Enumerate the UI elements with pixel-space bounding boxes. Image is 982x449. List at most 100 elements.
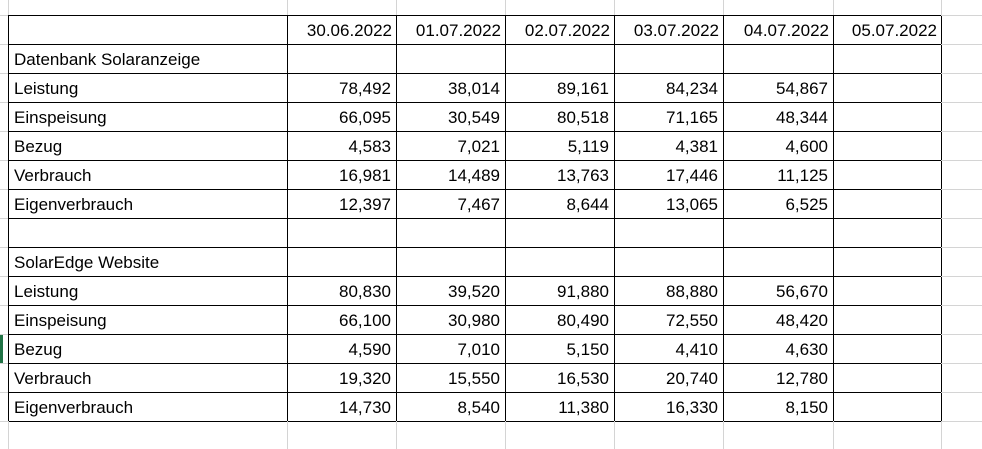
value-cell[interactable]: 8,540 [396,392,506,422]
column-header-cell[interactable]: 03.07.2022 [614,15,724,45]
empty-cell[interactable] [833,160,942,190]
empty-cell[interactable] [833,276,942,306]
value-cell[interactable]: 91,880 [505,276,615,306]
value-cell[interactable]: 78,492 [287,73,397,103]
corner-header-cell[interactable] [8,15,288,45]
row-label-cell[interactable]: Einspeisung [8,305,288,335]
empty-cell[interactable] [396,44,506,74]
value-cell[interactable]: 30,549 [396,102,506,132]
value-cell[interactable]: 19,320 [287,363,397,393]
value-cell[interactable]: 56,670 [723,276,834,306]
value-cell[interactable]: 38,014 [396,73,506,103]
empty-cell[interactable] [614,247,724,277]
value-cell[interactable]: 6,525 [723,189,834,219]
empty-cell[interactable] [287,247,397,277]
row-label-cell[interactable]: Datenbank Solaranzeige [8,44,288,74]
value-cell[interactable]: 7,010 [396,334,506,364]
empty-cell[interactable] [723,44,834,74]
value-cell[interactable]: 5,119 [505,131,615,161]
column-header-cell[interactable]: 30.06.2022 [287,15,397,45]
value-cell[interactable]: 54,867 [723,73,834,103]
value-cell[interactable]: 48,420 [723,305,834,335]
empty-cell[interactable] [505,218,615,248]
value-cell[interactable]: 7,021 [396,131,506,161]
empty-cell[interactable] [833,334,942,364]
empty-cell[interactable] [287,44,397,74]
value-cell[interactable]: 4,630 [723,334,834,364]
value-cell[interactable]: 13,065 [614,189,724,219]
value-cell[interactable]: 5,150 [505,334,615,364]
value-cell[interactable]: 39,520 [396,276,506,306]
row-label-cell[interactable]: Eigenverbrauch [8,189,288,219]
row-label-cell[interactable]: Bezug [8,334,288,364]
empty-cell[interactable] [505,44,615,74]
row-label-cell[interactable]: Eigenverbrauch [8,392,288,422]
empty-cell[interactable] [396,247,506,277]
column-header-cell[interactable]: 01.07.2022 [396,15,506,45]
empty-cell[interactable] [833,44,942,74]
empty-cell[interactable] [833,363,942,393]
value-cell[interactable]: 4,410 [614,334,724,364]
value-cell[interactable]: 14,730 [287,392,397,422]
value-cell[interactable]: 72,550 [614,305,724,335]
value-cell[interactable]: 4,583 [287,131,397,161]
empty-cell[interactable] [833,131,942,161]
column-header-cell[interactable]: 04.07.2022 [723,15,834,45]
column-header-cell[interactable]: 05.07.2022 [833,15,942,45]
value-cell[interactable]: 20,740 [614,363,724,393]
empty-cell[interactable] [614,218,724,248]
value-cell[interactable]: 14,489 [396,160,506,190]
value-cell[interactable]: 11,125 [723,160,834,190]
empty-cell[interactable] [287,218,397,248]
value-cell[interactable]: 8,150 [723,392,834,422]
value-cell[interactable]: 16,981 [287,160,397,190]
value-cell[interactable]: 7,467 [396,189,506,219]
empty-cell[interactable] [833,218,942,248]
value-cell[interactable]: 80,490 [505,305,615,335]
value-cell[interactable]: 8,644 [505,189,615,219]
row-label-cell[interactable]: Leistung [8,73,288,103]
value-cell[interactable]: 4,590 [287,334,397,364]
gridline [941,276,982,277]
empty-cell[interactable] [396,218,506,248]
row-label-cell[interactable]: SolarEdge Website [8,247,288,277]
row-label-cell[interactable] [8,218,288,248]
value-cell[interactable]: 11,380 [505,392,615,422]
value-cell[interactable]: 48,344 [723,102,834,132]
value-cell[interactable]: 88,880 [614,276,724,306]
value-cell[interactable]: 17,446 [614,160,724,190]
value-cell[interactable]: 66,100 [287,305,397,335]
empty-cell[interactable] [614,44,724,74]
row-label-cell[interactable]: Einspeisung [8,102,288,132]
value-cell[interactable]: 84,234 [614,73,724,103]
gridline [941,15,982,16]
value-cell[interactable]: 16,530 [505,363,615,393]
row-label-cell[interactable]: Verbrauch [8,160,288,190]
value-cell[interactable]: 80,830 [287,276,397,306]
empty-cell[interactable] [833,247,942,277]
empty-cell[interactable] [723,247,834,277]
empty-cell[interactable] [833,189,942,219]
value-cell[interactable]: 4,381 [614,131,724,161]
column-header-cell[interactable]: 02.07.2022 [505,15,615,45]
empty-cell[interactable] [833,392,942,422]
value-cell[interactable]: 16,330 [614,392,724,422]
value-cell[interactable]: 12,397 [287,189,397,219]
value-cell[interactable]: 15,550 [396,363,506,393]
empty-cell[interactable] [833,102,942,132]
empty-cell[interactable] [833,305,942,335]
row-label-cell[interactable]: Verbrauch [8,363,288,393]
empty-cell[interactable] [833,73,942,103]
value-cell[interactable]: 30,980 [396,305,506,335]
value-cell[interactable]: 66,095 [287,102,397,132]
row-label-cell[interactable]: Leistung [8,276,288,306]
value-cell[interactable]: 13,763 [505,160,615,190]
value-cell[interactable]: 80,518 [505,102,615,132]
value-cell[interactable]: 12,780 [723,363,834,393]
value-cell[interactable]: 89,161 [505,73,615,103]
value-cell[interactable]: 4,600 [723,131,834,161]
value-cell[interactable]: 71,165 [614,102,724,132]
empty-cell[interactable] [505,247,615,277]
row-label-cell[interactable]: Bezug [8,131,288,161]
empty-cell[interactable] [723,218,834,248]
